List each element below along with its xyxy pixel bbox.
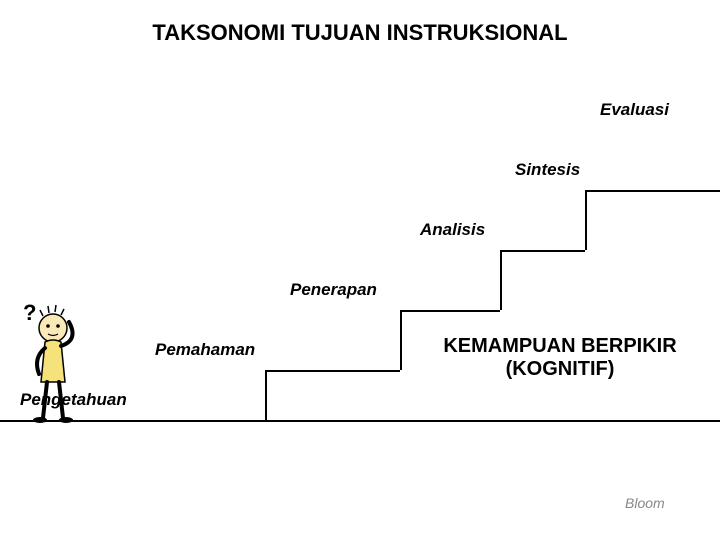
baseline [0,420,720,422]
step-riser [265,370,267,420]
step-label: Penerapan [290,280,377,300]
svg-text:?: ? [23,300,36,325]
step-label: Pemahaman [155,340,255,360]
step-tread [585,190,720,192]
step-label: Analisis [420,220,485,240]
step-tread [265,370,400,372]
step-riser [585,190,587,250]
step-tread [400,310,500,312]
page-title: TAKSONOMI TUJUAN INSTRUKSIONAL [0,20,720,46]
attribution: Bloom [625,495,665,511]
step-riser [400,310,402,370]
thinking-person-icon: ? [15,300,85,430]
subtitle-line2: (KOGNITIF) [506,358,615,380]
subtitle: KEMAMPUAN BERPIKIR (KOGNITIF) [420,335,700,381]
step-label: Sintesis [515,160,580,180]
step-riser [500,250,502,310]
step-tread [130,420,265,422]
step-label: Evaluasi [600,100,669,120]
step-tread [500,250,585,252]
subtitle-line1: KEMAMPUAN BERPIKIR [443,335,676,357]
